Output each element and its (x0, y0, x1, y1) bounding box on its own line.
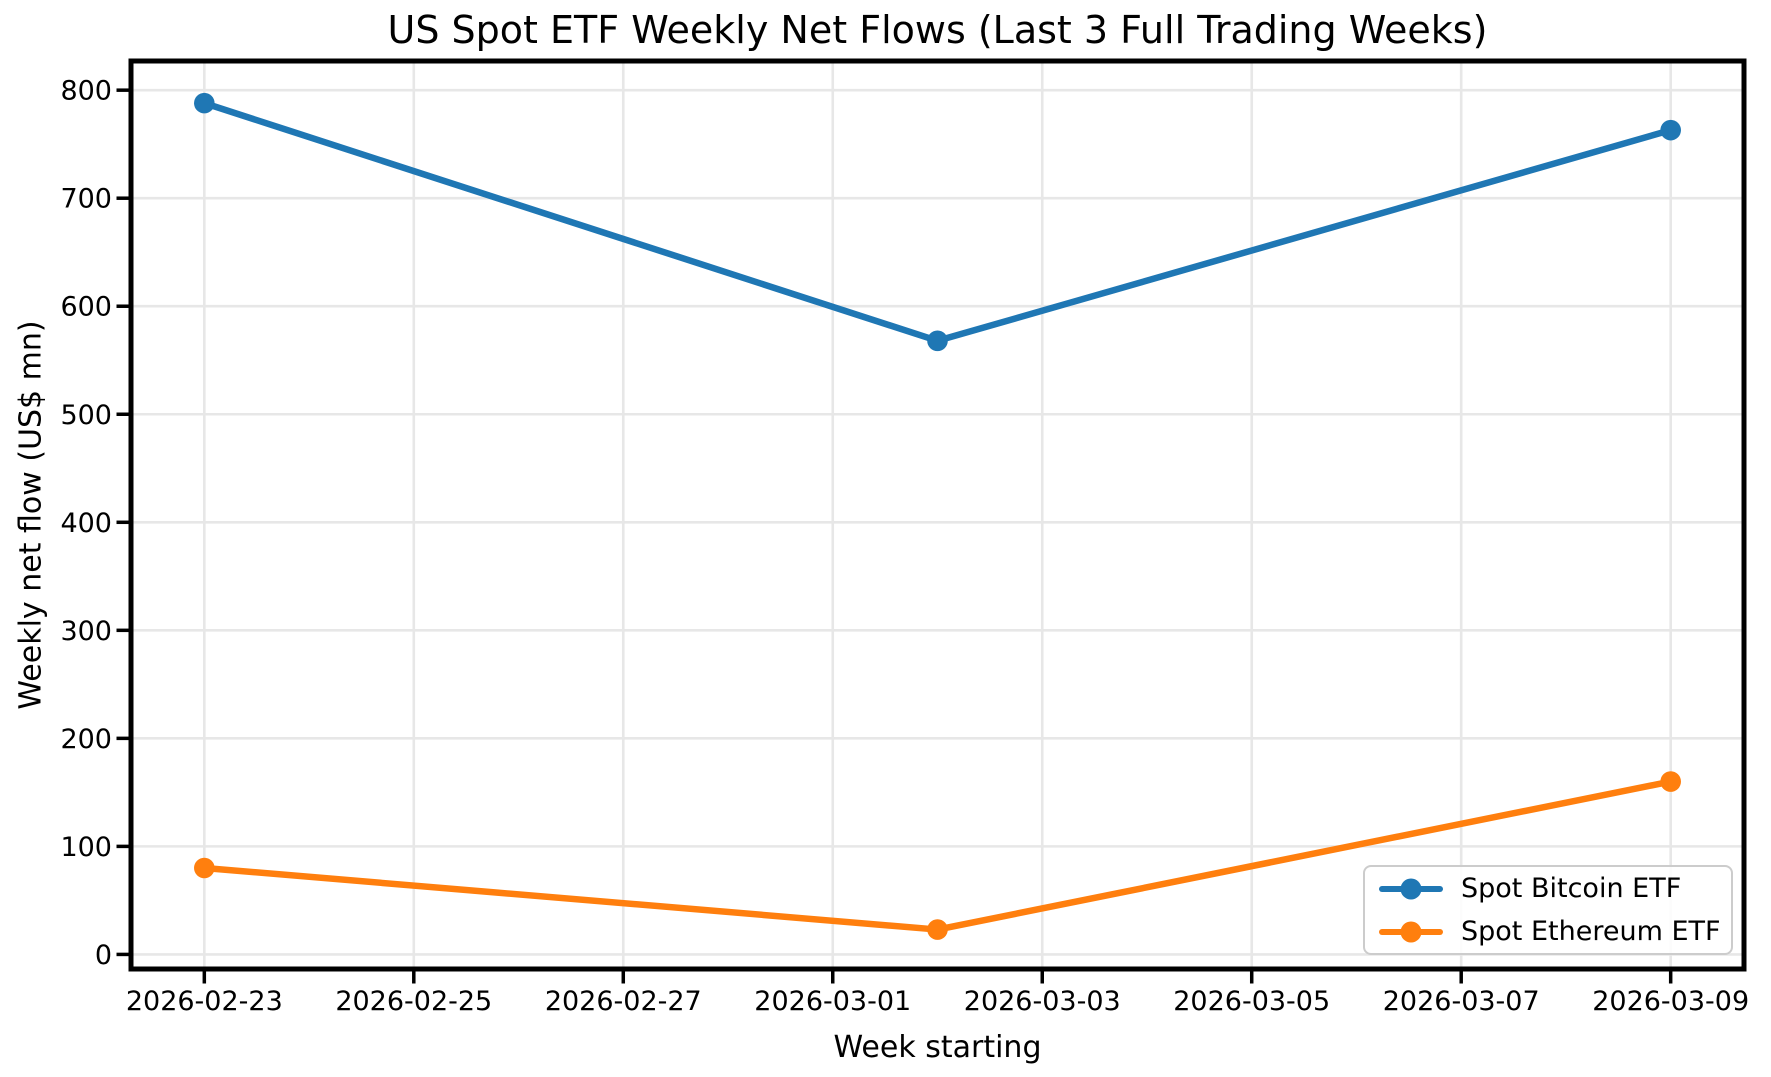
x-axis-label: Week starting (833, 1030, 1042, 1065)
y-tick-label: 700 (60, 184, 112, 215)
legend-line-marker-icon (1379, 921, 1443, 943)
series-spot-ethereum-etf (194, 771, 1681, 940)
y-tick-label: 500 (60, 400, 112, 431)
data-point-marker (927, 330, 948, 352)
x-tick-label: 2026-02-27 (545, 986, 702, 1017)
y-tick-label: 300 (60, 616, 112, 647)
x-tick-label: 2026-02-25 (335, 986, 492, 1017)
legend-label-spot-ethereum-etf: Spot Ethereum ETF (1461, 916, 1721, 947)
legend-marker-dot (1400, 878, 1422, 899)
legend-entry-spot-ethereum-etf: Spot Ethereum ETF (1379, 910, 1731, 953)
series-spot-bitcoin-etf (194, 92, 1681, 352)
chart-title: US Spot ETF Weekly Net Flows (Last 3 Ful… (387, 8, 1488, 52)
x-tick-label: 2026-03-03 (964, 986, 1121, 1017)
axes-spines (128, 58, 1747, 972)
data-point-marker (927, 919, 948, 940)
data-point-marker (194, 857, 215, 879)
x-tick-label: 2026-03-09 (1592, 986, 1749, 1017)
data-point-marker (194, 92, 215, 114)
x-tick-label: 2026-03-01 (754, 986, 911, 1017)
x-tick-label: 2026-02-23 (126, 986, 283, 1017)
legend-label-spot-bitcoin-etf: Spot Bitcoin ETF (1461, 873, 1682, 904)
tick-labels: 2026-02-23 2026-02-25 2026-02-27 2026-03-01… (60, 76, 1749, 1017)
legend-entry-spot-bitcoin-etf: Spot Bitcoin ETF (1379, 867, 1731, 910)
gridlines (131, 61, 1744, 969)
legend: Spot Bitcoin ETF Spot Ethereum ETF (1363, 865, 1733, 955)
data-point-marker (1660, 771, 1681, 792)
y-tick-label: 800 (60, 76, 112, 107)
y-tick-label: 200 (60, 724, 112, 755)
y-tick-label: 600 (60, 292, 112, 323)
legend-marker-dot (1400, 921, 1422, 942)
y-tick-label: 400 (60, 508, 112, 539)
data-point-marker (1660, 119, 1681, 141)
y-axis-label: Weekly net flow (US$ mn) (13, 320, 49, 710)
y-tick-label: 100 (60, 832, 112, 863)
y-tick-label: 0 (95, 940, 112, 971)
x-tick-label: 2026-03-05 (1173, 986, 1330, 1017)
tick-marks (116, 88, 1673, 984)
legend-line-marker-icon (1379, 878, 1443, 900)
x-tick-label: 2026-03-07 (1383, 986, 1540, 1017)
